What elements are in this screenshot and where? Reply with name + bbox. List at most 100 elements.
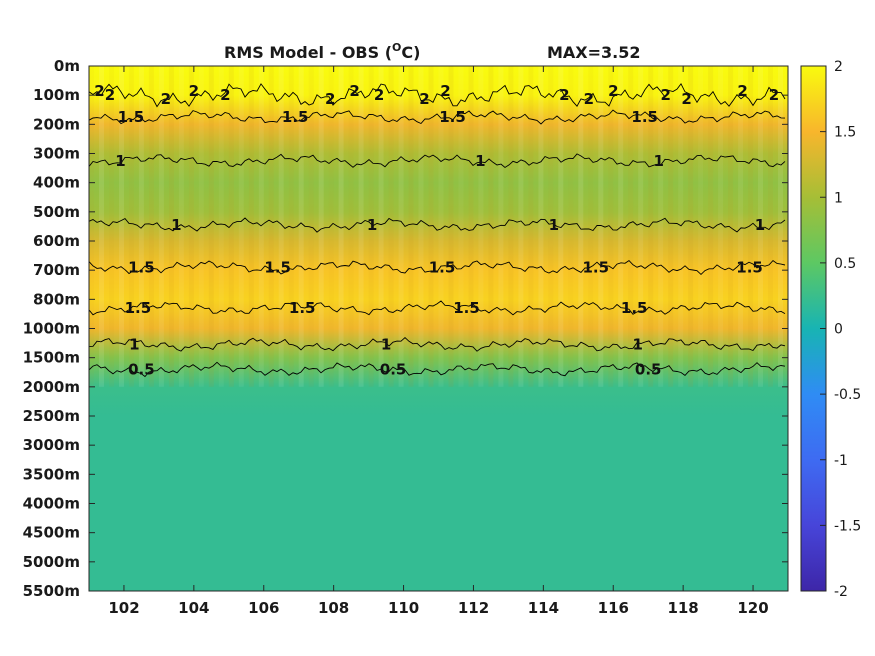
contour-line-2 [89, 82, 786, 108]
colorbar-tick-label: 2 [834, 59, 843, 75]
chart-title: RMS Model - OBS (OC) [224, 41, 420, 62]
y-tick-label: 1500m [23, 349, 80, 367]
contour-label: 2 [374, 86, 384, 104]
colorbar-axis: 2 1.5 1 0.5 0 -0.5 -1 -1.5 -2 [820, 59, 861, 600]
x-tick-label: 110 [388, 599, 419, 617]
stripe [698, 66, 704, 387]
x-tick-label: 106 [248, 599, 279, 617]
contour-label: 2 [349, 82, 359, 100]
contour-label: 1 [755, 216, 765, 234]
stripe [538, 66, 544, 387]
contour-label: 1 [381, 336, 391, 354]
contour-label: 2 [584, 90, 594, 108]
contour-label: 1 [632, 336, 642, 354]
stripe [368, 66, 374, 387]
contour-label: 1.5 [128, 258, 155, 276]
contour-label: 1 [475, 152, 485, 170]
y-tick-label: 3000m [23, 436, 80, 454]
contour-label: 2 [681, 90, 691, 108]
contour-line-1.5 [89, 109, 786, 125]
stripe [298, 66, 304, 387]
stripe [588, 66, 594, 387]
vertical-variation-stripes [89, 66, 783, 387]
y-tick-label: 600m [33, 232, 80, 250]
contour-line-1 [89, 217, 786, 233]
x-axis: 102 104 106 108 110 112 114 116 118 120 [108, 66, 769, 617]
stripe [568, 66, 574, 387]
contour-line-1 [89, 336, 786, 352]
stripe [109, 66, 114, 387]
stripe [508, 66, 514, 387]
stripe [618, 66, 624, 387]
stripe [308, 66, 314, 387]
contour-label: 1 [115, 152, 125, 170]
contour-labels: 2 2 2 2 2 2 2 2 2 2 2 2 2 2 2 2 21.5 1.5 1.5 1.51 1 11 1 1 11.5 1… [94, 82, 779, 378]
max-label: MAX=3.52 [547, 43, 641, 62]
stripe [498, 66, 504, 387]
colorbar-tick-label: 1.5 [834, 125, 856, 141]
y-tick-label: 0m [54, 57, 80, 75]
colorbar-tick-label: -2 [834, 584, 848, 600]
contour-label: 2 [419, 90, 429, 108]
y-tick-label: 1000m [23, 320, 80, 338]
y-tick-label: 2500m [23, 407, 80, 425]
stripe [318, 66, 324, 387]
stripe [638, 66, 644, 387]
x-tick-label: 114 [528, 599, 559, 617]
y-tick-label: 2000m [23, 378, 80, 396]
contour-label: 2 [737, 82, 747, 100]
colorbar-tick-label: 0 [834, 322, 843, 338]
y-tick-label: 800m [33, 290, 80, 308]
stripe [128, 66, 134, 387]
stripe [768, 66, 773, 387]
stripe [608, 66, 614, 387]
y-tick-label: 100m [33, 86, 80, 104]
y-tick-label: 4000m [23, 495, 80, 513]
contour-label: 2 [189, 82, 199, 100]
contour-label: 1 [653, 152, 663, 170]
stripe [718, 66, 724, 387]
contour-label: 1.5 [453, 299, 480, 317]
x-tick-label: 120 [737, 599, 768, 617]
stripe [598, 66, 604, 387]
y-tick-label: 300m [33, 145, 80, 163]
contour-label: 1.5 [282, 108, 309, 126]
stripe [738, 66, 744, 387]
stripe [548, 66, 554, 387]
contour-label: 2 [161, 90, 171, 108]
contour-label: 2 [220, 86, 230, 104]
x-tick-label: 102 [108, 599, 139, 617]
contour-label: 2 [608, 82, 618, 100]
stripe [528, 66, 534, 387]
contour-label: 1.5 [429, 258, 456, 276]
y-tick-label: 400m [33, 174, 80, 192]
stripe [408, 66, 414, 387]
stripe [258, 66, 264, 387]
y-tick-label: 4500m [23, 524, 80, 542]
stripe [678, 66, 684, 387]
colorbar-tick-label: 1 [834, 190, 843, 206]
contour-label: 2 [105, 86, 115, 104]
contour-label: 1.5 [631, 108, 658, 126]
stripe [208, 66, 214, 387]
contour-label: 1 [367, 216, 377, 234]
stripe [198, 66, 204, 387]
stripe [388, 66, 394, 387]
stripe [168, 66, 174, 387]
stripe [558, 66, 564, 387]
contour-label: 1.5 [736, 258, 763, 276]
contour-label: 0.5 [380, 360, 407, 378]
stripe [668, 66, 674, 387]
contour-line-0.5 [89, 361, 786, 378]
stripe [748, 66, 754, 387]
contour-label: 2 [769, 86, 779, 104]
stripe [628, 66, 634, 387]
colorbar-tick-label: 0.5 [834, 256, 856, 272]
contour-label: 0.5 [128, 360, 155, 378]
x-tick-label: 112 [458, 599, 489, 617]
y-tick-label: 200m [33, 115, 80, 133]
contour-label: 1.5 [118, 108, 145, 126]
y-tick-label: 500m [33, 203, 80, 221]
stripe [348, 66, 354, 387]
stripe [358, 66, 364, 387]
